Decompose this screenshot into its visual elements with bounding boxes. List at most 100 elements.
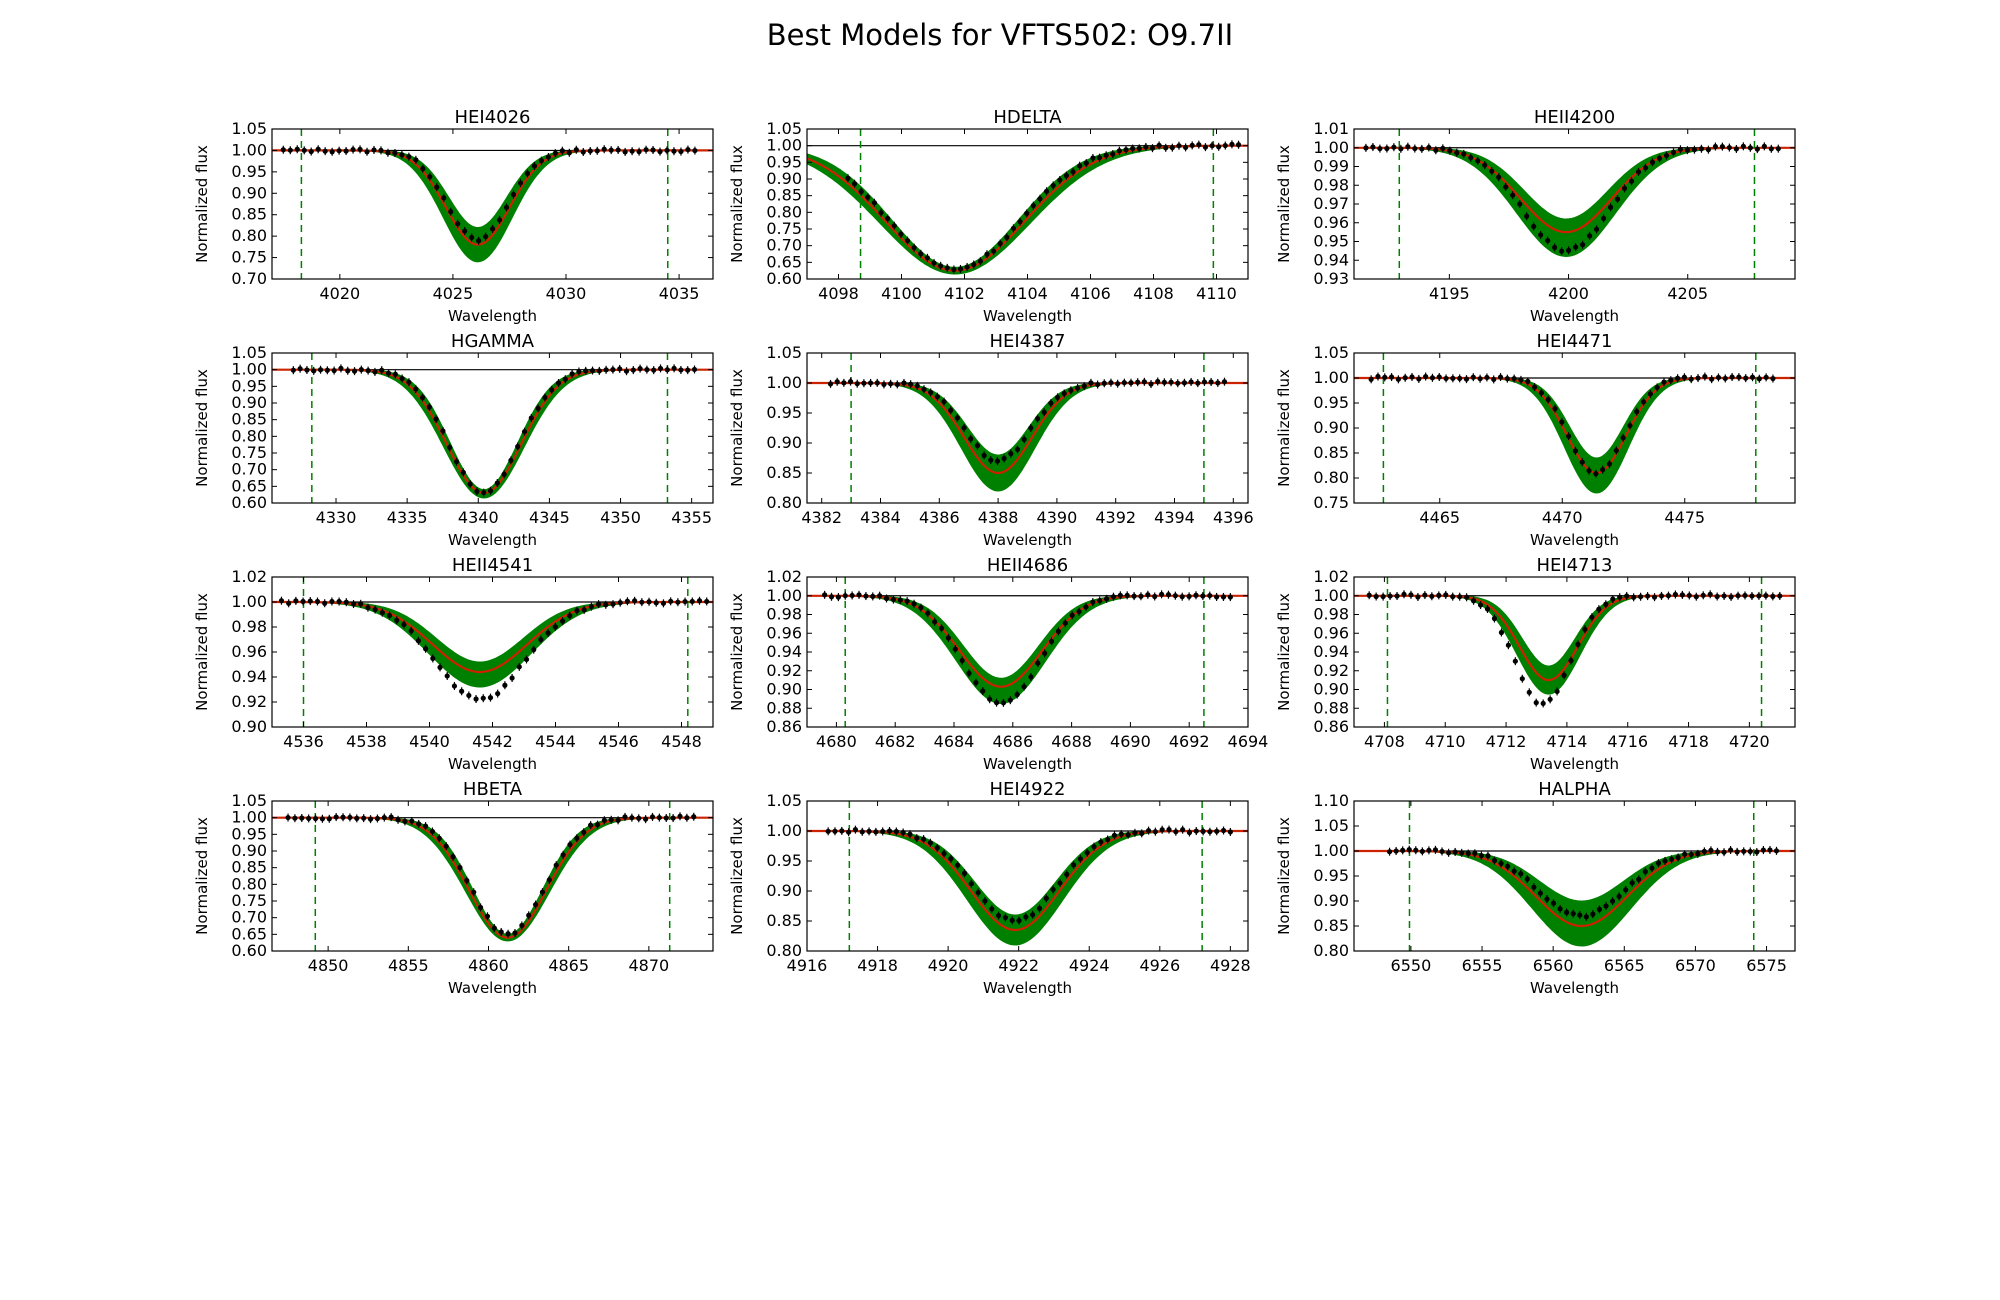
data-point	[637, 366, 643, 372]
data-point	[1152, 593, 1158, 600]
data-point	[423, 646, 429, 652]
data-point	[1606, 461, 1613, 467]
data-point	[1115, 381, 1121, 387]
y-tick-label: 0.80	[231, 874, 267, 893]
y-tick-label: 1.00	[231, 360, 267, 379]
model-band	[272, 817, 713, 942]
plot-area	[272, 129, 713, 279]
x-tick-label: 4340	[458, 508, 499, 527]
model-band	[1354, 377, 1795, 494]
model-band	[1354, 595, 1795, 695]
y-tick-label: 0.65	[231, 924, 267, 943]
plot-area	[807, 353, 1248, 503]
x-axis-label: Wavelength	[983, 307, 1072, 325]
x-tick-label: 4716	[1607, 732, 1648, 751]
data-point	[1116, 148, 1122, 154]
data-point	[1589, 614, 1595, 620]
x-axis-label: Wavelength	[1530, 307, 1619, 325]
data-point	[1220, 594, 1227, 600]
data-point	[1145, 828, 1152, 834]
data-point	[1021, 684, 1027, 690]
data-point	[399, 375, 405, 382]
x-tick-label: 4546	[598, 732, 639, 751]
y-tick-label: 0.70	[231, 269, 267, 288]
data-point	[388, 814, 394, 820]
model-band	[272, 369, 713, 499]
axes-frame	[806, 352, 1249, 504]
data-point	[856, 592, 862, 598]
y-tick-label: 0.88	[1313, 698, 1349, 717]
y-tick-label: 0.65	[766, 252, 802, 271]
data-point	[402, 818, 408, 824]
y-tick-label: 0.90	[766, 881, 802, 900]
data-point	[608, 147, 614, 153]
data-point	[574, 607, 580, 614]
data-point	[1498, 629, 1505, 636]
data-point	[1472, 850, 1478, 856]
data-point	[1728, 594, 1734, 600]
data-point	[1579, 459, 1585, 465]
data-point	[535, 405, 541, 411]
data-point	[278, 598, 285, 604]
plot-area	[272, 801, 713, 951]
data-point	[959, 657, 965, 664]
data-point	[617, 600, 623, 606]
y-tick-label: 0.80	[1313, 468, 1349, 487]
x-tick-label: 4850	[308, 956, 349, 975]
data-point	[1227, 594, 1233, 600]
data-point	[927, 840, 934, 846]
data-point	[322, 600, 328, 606]
data-point	[1412, 145, 1418, 152]
data-point	[1057, 880, 1063, 886]
data-point	[1533, 700, 1539, 706]
data-point	[980, 688, 986, 694]
y-axis-label: Normalized flux	[193, 369, 211, 487]
y-tick-label: 0.80	[1313, 941, 1349, 960]
data-point	[290, 367, 296, 373]
data-point	[419, 394, 426, 401]
data-point	[636, 815, 642, 821]
y-tick-label: 1.00	[766, 586, 802, 605]
y-axis-label: Normalized flux	[1275, 369, 1293, 487]
data-point	[961, 870, 968, 876]
data-point	[306, 815, 312, 822]
y-tick-label: 0.70	[231, 460, 267, 479]
data-point	[1470, 598, 1477, 604]
data-point	[531, 163, 538, 169]
x-axis-label: Wavelength	[448, 755, 537, 773]
data-point	[1366, 592, 1372, 598]
y-tick-label: 1.00	[231, 808, 267, 827]
data-point	[392, 150, 398, 156]
data-point	[1491, 376, 1497, 383]
data-point	[1464, 594, 1470, 600]
data-point	[462, 228, 468, 234]
data-point	[443, 843, 449, 849]
data-point	[1743, 375, 1749, 381]
data-point	[1077, 163, 1083, 169]
data-point	[1368, 376, 1374, 382]
data-point	[1761, 143, 1767, 149]
data-point	[1512, 658, 1518, 664]
data-point	[538, 636, 544, 643]
data-point	[646, 599, 652, 605]
data-point	[1443, 592, 1449, 598]
observed-data	[1386, 845, 1780, 921]
data-point	[594, 822, 601, 828]
data-point	[1498, 860, 1504, 867]
data-point	[372, 606, 378, 613]
plot-area	[807, 801, 1248, 951]
data-point	[685, 367, 691, 373]
y-tick-label: 0.75	[1313, 493, 1349, 512]
data-point	[523, 656, 530, 663]
panel-hgamma: 4330 4335 4340 4345 4350 4355 0.600.650.700.75…	[193, 331, 714, 549]
data-point	[319, 816, 326, 822]
y-tick-label: 0.96	[1313, 623, 1349, 642]
data-point	[1447, 148, 1453, 154]
data-point	[1714, 593, 1720, 600]
data-point	[622, 149, 628, 155]
y-tick-label: 0.94	[1313, 250, 1349, 269]
y-tick-label: 0.85	[231, 205, 267, 224]
y-tick-label: 0.95	[766, 403, 802, 422]
data-point	[622, 814, 628, 820]
data-point	[491, 925, 497, 931]
